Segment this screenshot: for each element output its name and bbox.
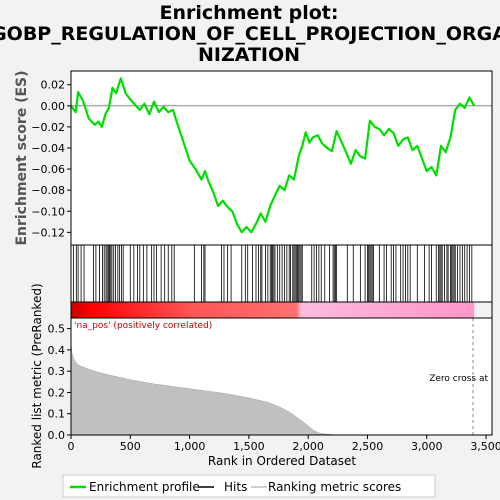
chart-title-line-3: NIZATION [198,44,300,66]
ranking-metric-area [70,343,475,436]
es-y-tick-label: 0.02 [41,79,66,92]
legend-enrichment-label: Enrichment profile [89,480,200,494]
x-axis: 0 500 1,000 1,500 2,000 2,500 3,000 3,500 [68,435,500,453]
positive-correlation-label: 'na_pos' (positively correlated) [74,321,212,331]
es-y-tick-label: 0.00 [41,100,66,113]
x-tick-label: 3,500 [470,440,500,453]
enrichment-profile-line [70,77,476,234]
chart-title-line-1: Enrichment plot: [160,2,339,24]
hits-group [72,245,473,302]
correlation-color-band [71,302,475,318]
x-tick-label: 2,500 [352,440,384,453]
hits-panel [71,245,492,302]
metric-y-tick-label: 0.5 [48,323,66,336]
x-tick-label: 500 [120,440,141,453]
legend [62,474,436,498]
x-tick-label: 1,000 [174,440,206,453]
metric-y-tick-label: 0.3 [48,365,66,378]
es-y-tick-label: −0.08 [31,184,65,197]
es-y-tick-label: −0.06 [31,163,65,176]
es-y-label: Enrichment score (ES) [14,70,30,245]
x-axis-label: Rank in Ordered Dataset [208,454,356,468]
metric-y-axis: 0.0 0.1 0.2 0.3 0.4 0.5 [48,323,71,442]
legend-metric-label: Ranking metric scores [268,480,401,494]
x-tick-label: 0 [68,440,75,453]
metric-panel-border [70,317,493,436]
es-y-tick-label: −0.12 [31,226,65,239]
es-y-tick-label: −0.02 [31,121,65,134]
es-panel [71,71,492,245]
x-tick-label: 2,000 [292,440,324,453]
zero-cross-label: Zero cross at [429,374,488,384]
metric-y-tick-label: 0.1 [48,408,66,421]
x-tick-label: 3,000 [411,440,443,453]
metric-y-tick-label: 0.4 [48,344,66,357]
es-y-axis: 0.02 0.00 −0.02 −0.04 −0.06 −0.08 −0.10 −0.12 [31,79,71,239]
es-y-tick-label: −0.10 [31,205,65,218]
es-y-tick-label: −0.04 [31,142,65,155]
metric-y-tick-label: 0.2 [48,386,66,399]
metric-y-label: Ranked list metric (PreRanked) [30,283,44,468]
x-tick-label: 1,500 [233,440,265,453]
chart-title-line-2: GOBP_REGULATION_OF_CELL_PROJECTION_ORGA [0,23,500,45]
legend-hits-label: Hits [224,480,247,494]
metric-y-tick-label: 0.0 [48,429,66,442]
